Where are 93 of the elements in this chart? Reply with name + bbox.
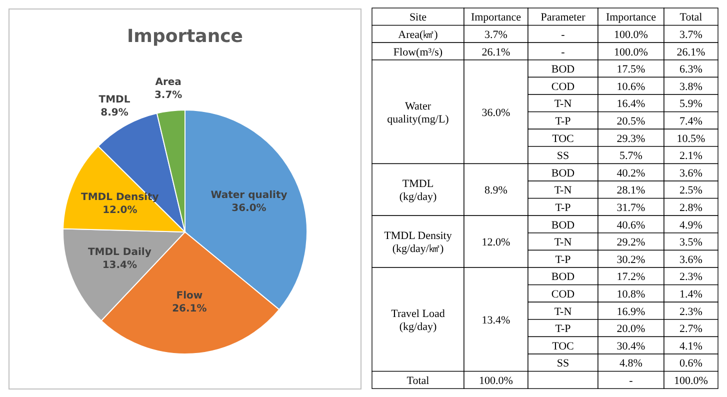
text: 4.8%: [620, 358, 642, 370]
text: 5.9%: [680, 98, 702, 110]
slice-label: TMDL: [98, 94, 131, 106]
text: 40.6%: [616, 219, 646, 232]
text: 13.4%: [482, 314, 510, 326]
data-label: 26.1%: [172, 304, 207, 315]
text: 2.8%: [680, 202, 702, 214]
data-label: 12.0%: [102, 205, 138, 216]
text: TOC: [552, 132, 574, 145]
text: Travel Load (kg/day): [391, 308, 445, 333]
text: T-P: [555, 254, 571, 266]
text: 5.7%: [620, 150, 642, 162]
data-label: 3.7%: [154, 90, 182, 101]
text: T-P: [555, 115, 571, 128]
text: 100.0%: [614, 28, 648, 41]
text: 26.1%: [482, 46, 510, 58]
text: 20.0%: [616, 323, 646, 336]
text: 16.4%: [616, 98, 646, 110]
text: 26.1%: [676, 46, 706, 58]
text: TOC: [552, 340, 574, 352]
text: 29.2%: [616, 236, 646, 249]
text: 2.5%: [680, 184, 702, 197]
text: 0.6%: [680, 358, 702, 370]
slice-label: Flow: [176, 290, 203, 302]
data-label: 36.0%: [232, 202, 266, 214]
data-label: 13.4%: [102, 260, 138, 272]
text: 31.7%: [616, 202, 646, 214]
text: 6.3%: [680, 64, 702, 76]
text: 16.9%: [616, 306, 646, 318]
text: Water quality(mg/L): [387, 100, 449, 126]
text: 28.1%: [616, 184, 646, 197]
text: 4.1%: [680, 340, 702, 352]
text: BOD: [551, 271, 575, 284]
data-label: 8.9%: [100, 107, 128, 118]
text: 3.6%: [680, 167, 702, 180]
text: 30.4%: [616, 340, 646, 352]
text: Area(㎢): [398, 28, 438, 41]
text: 12.0%: [482, 236, 510, 249]
text: 3.7%: [680, 28, 702, 41]
text: COD: [551, 288, 575, 300]
text: SS: [556, 150, 570, 162]
text: T-N: [554, 98, 572, 110]
text: 2.7%: [680, 323, 702, 336]
category-label: Importance: [470, 12, 522, 24]
text: 100.0%: [479, 374, 513, 387]
text: 100.0%: [614, 46, 648, 58]
category-label: Importance: [606, 12, 656, 24]
text: 20.5%: [616, 115, 646, 128]
text: Total: [406, 374, 430, 387]
text: SS: [556, 358, 570, 370]
text: T-N: [554, 184, 572, 197]
slice-label: Area: [155, 76, 182, 88]
text: T-N: [554, 236, 572, 249]
chart-title: Importance: [126, 26, 244, 47]
text: TMDL Density (kg/day/㎢): [384, 230, 452, 256]
text: 2.3%: [680, 306, 702, 318]
text: BOD: [551, 167, 575, 180]
text: 4.9%: [680, 219, 702, 232]
text: 29.3%: [616, 132, 646, 145]
text: T-P: [555, 202, 571, 214]
text: 17.2%: [616, 271, 646, 284]
text: -: [561, 46, 565, 58]
text: 7.4%: [680, 115, 702, 128]
category-label: Total: [680, 12, 702, 24]
text: 40.2%: [616, 167, 646, 180]
category-label: Site: [409, 12, 427, 24]
text: BOD: [551, 64, 575, 76]
text: 10.6%: [616, 80, 646, 93]
text: 3.8%: [680, 80, 702, 93]
text: 17.5%: [616, 64, 646, 76]
text: TMDL (kg/day): [399, 178, 437, 204]
text: 3.5%: [680, 236, 702, 249]
text: 100.0%: [674, 374, 708, 387]
text: COD: [551, 80, 575, 93]
text: T-N: [554, 306, 572, 318]
text: Flow(m³/s): [393, 46, 443, 58]
text: 1.4%: [680, 288, 702, 300]
text: 10.8%: [616, 288, 646, 300]
slice-label: Water quality: [210, 190, 288, 201]
text: 3.6%: [680, 254, 702, 266]
text: 2.3%: [680, 271, 702, 284]
text: -: [561, 28, 565, 41]
text: 30.2%: [616, 254, 646, 266]
text: T-P: [555, 323, 571, 336]
category-label: Parameter: [540, 12, 586, 24]
text: 8.9%: [484, 184, 508, 197]
slice-label: TMDL Daily: [88, 247, 152, 258]
text: -: [629, 374, 633, 387]
text: 10.5%: [676, 132, 706, 145]
text: 2.1%: [680, 150, 702, 162]
text: 3.7%: [484, 28, 508, 41]
text: 36.0%: [482, 106, 510, 119]
text: BOD: [551, 219, 575, 232]
